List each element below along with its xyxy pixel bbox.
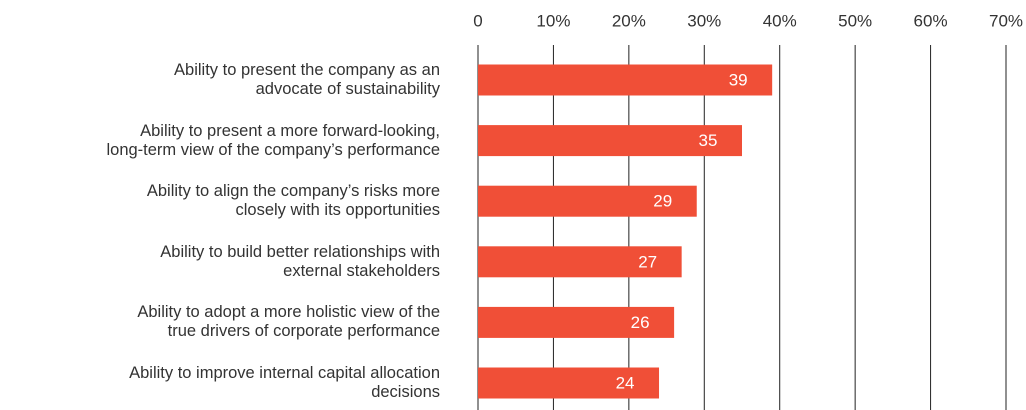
value-label: 35 <box>699 131 718 150</box>
category-label: Ability to adopt a more holistic view of… <box>137 303 440 341</box>
bar <box>478 246 682 278</box>
value-label: 24 <box>616 373 635 392</box>
category-label: Ability to improve internal capital allo… <box>129 364 440 401</box>
x-tick-label: 40% <box>763 11 797 30</box>
bar <box>478 367 660 399</box>
value-label: 39 <box>729 70 748 89</box>
bar <box>478 185 697 217</box>
value-label: 27 <box>638 252 657 271</box>
x-tick-label: 70% <box>989 11 1023 30</box>
category-label: Ability to build better relationships wi… <box>160 242 440 280</box>
bar <box>478 306 675 338</box>
value-label: 29 <box>653 192 672 211</box>
x-tick-label: 20% <box>612 11 646 30</box>
x-tick-label: 30% <box>687 11 721 30</box>
bar <box>478 125 742 157</box>
x-tick-label: 0 <box>473 11 482 30</box>
category-label: Ability to align the company’s risks mor… <box>146 182 440 220</box>
bar <box>478 64 773 96</box>
x-tick-label: 60% <box>914 11 948 30</box>
x-tick-label: 50% <box>838 11 872 30</box>
x-tick-label: 10% <box>536 11 570 30</box>
value-label: 26 <box>631 313 650 332</box>
category-label: Ability to present the company as an adv… <box>174 61 440 98</box>
category-label: Ability to present a more forward-lookin… <box>106 121 440 159</box>
